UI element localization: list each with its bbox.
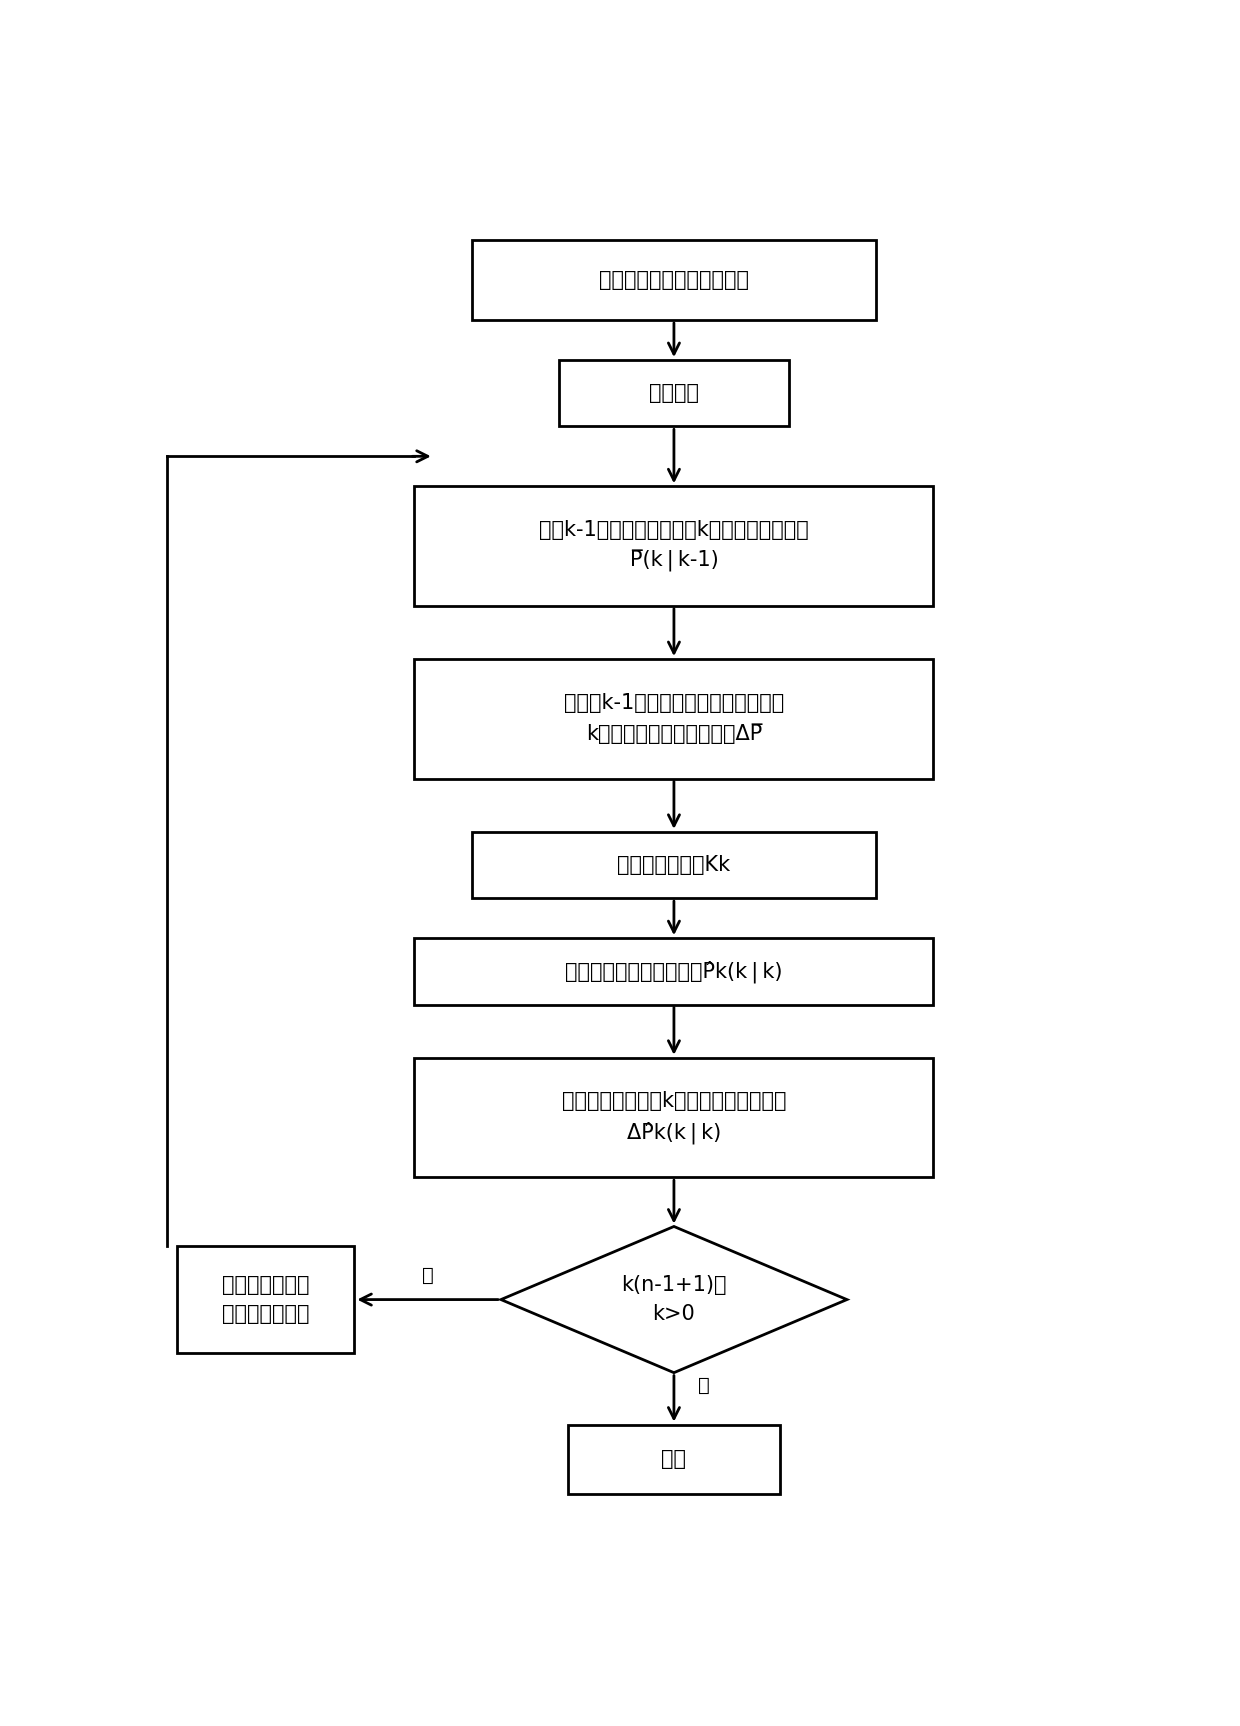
Text: 是: 是 xyxy=(698,1376,709,1395)
Text: 由第k-1时刻的功率预测第k时刻的功率状态，
P̅(k | k-1): 由第k-1时刻的功率预测第k时刻的功率状态， P̅(k | k-1) xyxy=(539,520,808,571)
FancyBboxPatch shape xyxy=(472,240,875,319)
FancyBboxPatch shape xyxy=(414,659,934,778)
Text: 输出: 输出 xyxy=(661,1450,687,1469)
FancyBboxPatch shape xyxy=(568,1424,780,1493)
Polygon shape xyxy=(501,1227,847,1372)
FancyBboxPatch shape xyxy=(472,832,875,898)
Text: k(n-1+1)中
k>0: k(n-1+1)中 k>0 xyxy=(621,1276,727,1324)
Text: 设置参数: 设置参数 xyxy=(649,383,699,404)
FancyBboxPatch shape xyxy=(414,1058,934,1177)
FancyBboxPatch shape xyxy=(414,939,934,1005)
Text: 建立局部主变和馈线的模型: 建立局部主变和馈线的模型 xyxy=(599,271,749,290)
Text: 计算系统最优功率估计值P̂k(k | k): 计算系统最优功率估计值P̂k(k | k) xyxy=(565,960,782,982)
Text: 计算系统当前时刻k的系统预测功率误差
ΔP̂k(k | k): 计算系统当前时刻k的系统预测功率误差 ΔP̂k(k | k) xyxy=(562,1091,786,1144)
FancyBboxPatch shape xyxy=(414,487,934,606)
Text: 改变分段开关和
联络开关的状态: 改变分段开关和 联络开关的状态 xyxy=(222,1276,309,1324)
Text: 否: 否 xyxy=(422,1267,434,1286)
Text: 计算卡尔曼增益Kk: 计算卡尔曼增益Kk xyxy=(618,854,730,875)
Text: 根据第k-1时刻的系统预测误差估计第
k时刻的系统预测功率误差ΔP̅: 根据第k-1时刻的系统预测误差估计第 k时刻的系统预测功率误差ΔP̅ xyxy=(564,694,784,744)
FancyBboxPatch shape xyxy=(559,361,789,426)
FancyBboxPatch shape xyxy=(176,1246,355,1353)
